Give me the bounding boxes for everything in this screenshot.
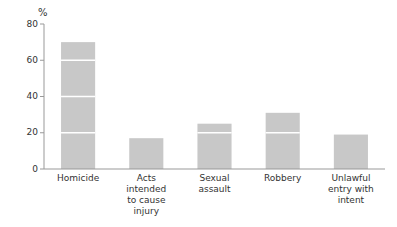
- bar-segment: [61, 60, 95, 96]
- chart: 0 20 40 60 80 Homicide Actsintendedto causeinj…: [0, 0, 397, 227]
- chart-container: 0 20 40 60 80 Homicide Actsintendedto causeinj…: [0, 0, 397, 227]
- segment-divider: [266, 132, 300, 134]
- bar-segment: [197, 133, 231, 169]
- y-tick: [40, 132, 44, 133]
- y-tick: [40, 60, 44, 61]
- segment-divider: [61, 96, 95, 98]
- bar-segment: [129, 138, 163, 169]
- y-tick-label: 0: [32, 164, 38, 174]
- x-tick-label: Sexualassault: [198, 173, 231, 194]
- x-axis-line: [44, 169, 385, 170]
- bar-segment: [266, 133, 300, 169]
- bar-segment: [334, 135, 368, 169]
- y-tick-label: 80: [27, 19, 39, 29]
- y-tick-label: 40: [27, 91, 39, 101]
- bar-segment: [61, 42, 95, 60]
- x-tick-label: Actsintendedto causeinjury: [126, 173, 166, 216]
- bars: [61, 42, 368, 169]
- segment-divider: [197, 132, 231, 134]
- y-tick: [40, 169, 44, 170]
- bar-segment: [61, 133, 95, 169]
- bar-segment: [61, 97, 95, 133]
- segment-divider: [61, 132, 95, 134]
- x-tick-label: Homicide: [57, 173, 100, 183]
- y-tick: [40, 24, 44, 25]
- segment-divider: [61, 60, 95, 62]
- x-tick-label: Robbery: [264, 173, 302, 183]
- y-axis-label: %: [38, 7, 48, 18]
- y-tick: [40, 96, 44, 97]
- bar-segment: [266, 113, 300, 133]
- y-tick-label: 20: [27, 127, 39, 137]
- y-tick-label: 60: [27, 55, 39, 65]
- bar-segment: [197, 124, 231, 133]
- x-tick-label: Unlawfulentry withintent: [328, 173, 374, 205]
